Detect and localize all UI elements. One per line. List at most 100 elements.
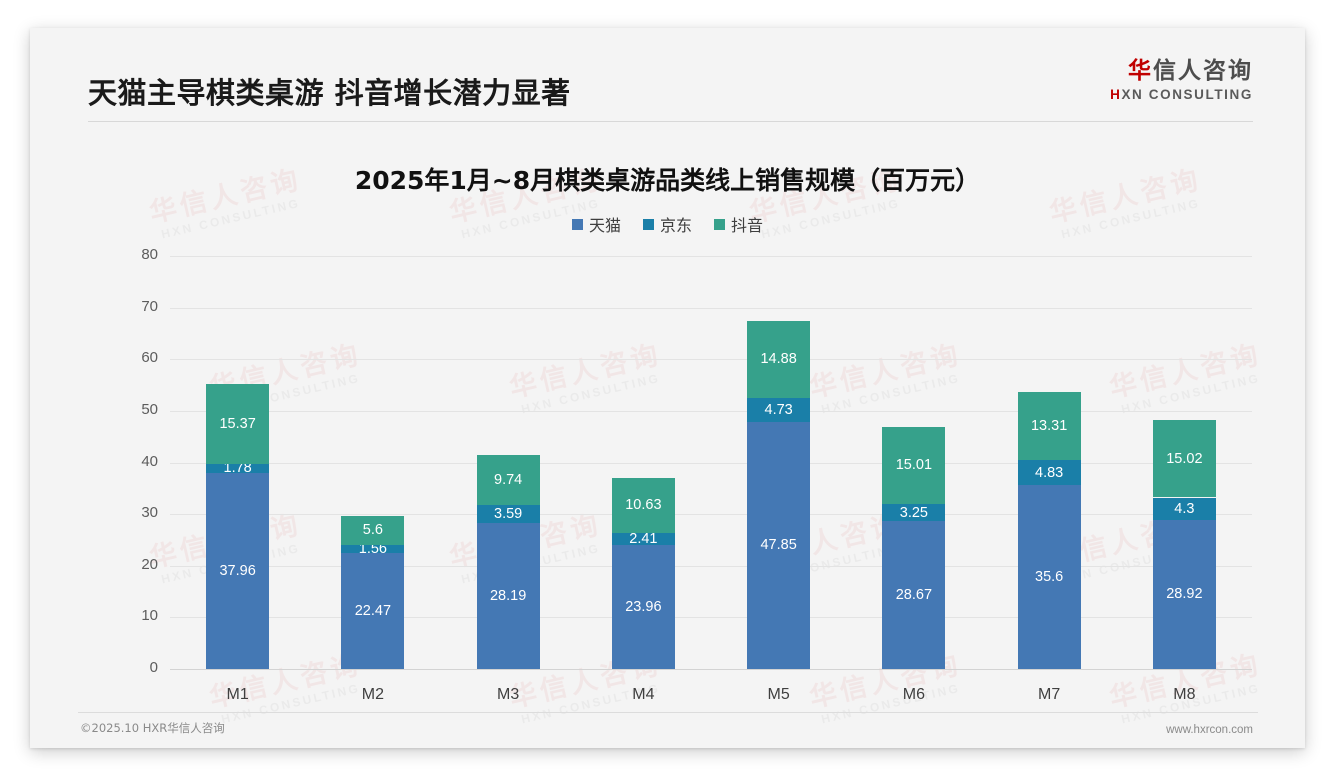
page-title: 天猫主导棋类桌游 抖音增长潜力显著	[88, 76, 571, 110]
bar-value-label: 15.37	[219, 416, 256, 433]
grid-line	[170, 565, 1252, 567]
bar-segment-京东-M5[interactable]: 4.73	[747, 397, 811, 422]
y-axis-tick-label: 30	[141, 504, 158, 522]
bar-segment-天猫-M8[interactable]: 28.92	[1152, 519, 1216, 669]
bar-segment-抖音-M1[interactable]: 15.37	[206, 384, 270, 464]
bar-value-label: 4.73	[764, 401, 793, 418]
bar-segment-抖音-M6[interactable]: 15.01	[882, 426, 946, 505]
bar-value-label: 14.88	[760, 351, 797, 368]
slide-header: 天猫主导棋类桌游 抖音增长潜力显著 华信人咨询 HXN CONSULTING	[30, 28, 1305, 123]
bar-segment-抖音-M4[interactable]: 10.63	[611, 477, 675, 533]
bar-value-label: 28.67	[895, 586, 933, 603]
bar-segment-京东-M6[interactable]: 3.25	[882, 504, 946, 521]
bar-value-label: 28.19	[489, 588, 527, 605]
x-axis-tick-label-M8: M8	[1173, 686, 1196, 703]
bar-segment-京东-M7[interactable]: 4.83	[1017, 460, 1081, 486]
x-axis-tick-label-M6: M6	[902, 686, 925, 703]
grid-line	[170, 359, 1252, 361]
chart-legend: 天猫 京东 抖音	[30, 212, 1305, 236]
bar-segment-天猫-M3[interactable]: 28.19	[476, 523, 540, 669]
bar-value-label: 2.41	[629, 531, 658, 548]
bar-value-label: 1.78	[223, 460, 252, 477]
bar-group-M5[interactable]: 47.85 4.73 14.88	[747, 256, 811, 669]
bar-value-label: 5.6	[362, 522, 383, 539]
y-axis-tick-label: 10	[141, 607, 158, 625]
bar-segment-天猫-M7[interactable]: 35.6	[1017, 485, 1081, 669]
bar-segment-京东-M8[interactable]: 4.3	[1152, 497, 1216, 520]
x-axis-tick-label-M7: M7	[1038, 686, 1061, 703]
bar-value-label: 15.02	[1166, 450, 1203, 467]
bar-segment-京东-M2[interactable]: 1.56	[341, 541, 405, 557]
bar-value-label: 4.83	[1035, 464, 1064, 481]
logo-chinese-text: 华信人咨询	[1110, 58, 1253, 84]
y-axis-tick-label: 80	[141, 246, 158, 263]
bar-segment-抖音-M7[interactable]: 13.31	[1017, 391, 1081, 461]
y-axis-tick-label: 0	[149, 659, 158, 676]
bar-value-label: 4.3	[1174, 500, 1195, 517]
bar-value-label: 15.01	[895, 457, 933, 474]
bar-segment-京东-M4[interactable]: 2.41	[611, 531, 675, 548]
bar-group-M3[interactable]: 28.19 3.59 9.74	[476, 256, 540, 669]
bar-value-label: 28.92	[1166, 586, 1203, 603]
bar-segment-抖音-M8[interactable]: 15.02	[1152, 419, 1216, 498]
y-axis-tick-label: 40	[141, 452, 158, 470]
bar-segment-抖音-M2[interactable]: 5.6	[341, 516, 405, 545]
grid-line	[170, 514, 1252, 516]
x-axis-tick-label-M3: M3	[497, 686, 520, 703]
grid-line	[170, 410, 1252, 412]
bar-value-label: 9.74	[494, 471, 523, 488]
grid-line	[170, 462, 1252, 464]
bar-segment-天猫-M6[interactable]: 28.67	[882, 520, 946, 669]
x-axis-tick-label-M4: M4	[632, 686, 655, 703]
bar-group-M6[interactable]: 28.67 3.25 15.01	[882, 256, 946, 669]
footer-divider	[78, 712, 1258, 713]
x-axis-baseline	[170, 669, 1252, 670]
bar-group-M1[interactable]: 37.96 1.78 15.37	[206, 256, 270, 669]
logo-en-gray: XN CONSULTING	[1121, 87, 1253, 103]
header-divider	[88, 121, 1253, 122]
bar-group-M8[interactable]: 28.92 4.3 15.02	[1152, 256, 1216, 669]
y-axis-tick-label: 50	[141, 400, 158, 418]
bar-value-label: 23.96	[625, 599, 662, 616]
bar-value-label: 3.59	[494, 506, 523, 523]
legend-item-抖音[interactable]: 抖音	[714, 212, 763, 236]
bar-value-label: 37.96	[219, 563, 256, 579]
bar-value-label: 22.47	[354, 602, 392, 619]
logo-cn-gray: 信人咨询	[1153, 58, 1253, 84]
bar-segment-天猫-M1[interactable]: 37.96	[206, 473, 270, 669]
bar-value-label: 47.85	[760, 537, 797, 554]
bar-segment-抖音-M3[interactable]: 9.74	[476, 454, 540, 505]
legend-item-京东[interactable]: 京东	[642, 212, 692, 236]
logo-english-text: HXN CONSULTING	[1110, 87, 1253, 102]
legend-swatch-icon	[714, 218, 725, 230]
grid-line	[170, 307, 1252, 309]
chart-title: 2025年1月~8月棋类桌游品类线上销售规模（百万元）	[354, 166, 981, 195]
bar-segment-抖音-M5[interactable]: 14.88	[747, 320, 811, 398]
grid-line	[170, 256, 1252, 257]
y-axis-tick-label: 20	[141, 555, 158, 573]
legend-swatch-icon	[642, 218, 654, 230]
chart-plot-area: 0 10 20 30 40 50 60 70 80 37.96 1.78 15.37 M1 22.47 1.…	[30, 28, 1305, 748]
bar-segment-京东-M1[interactable]: 1.78	[206, 460, 270, 476]
legend-label: 抖音	[731, 216, 764, 235]
x-axis-tick-label-M2: M2	[361, 686, 384, 703]
bar-value-label: 10.63	[625, 497, 662, 514]
logo-en-red: H	[1110, 87, 1122, 103]
bar-segment-天猫-M4[interactable]: 23.96	[611, 545, 675, 669]
legend-label: 京东	[659, 216, 692, 235]
legend-swatch-icon	[571, 218, 583, 230]
legend-item-天猫[interactable]: 天猫	[571, 212, 621, 236]
bar-group-M4[interactable]: 23.96 2.41 10.63	[611, 256, 675, 669]
bar-segment-天猫-M2[interactable]: 22.47	[341, 552, 405, 669]
bar-value-label: 13.31	[1030, 417, 1068, 434]
bar-group-M2[interactable]: 22.47 1.56 5.6	[341, 256, 405, 669]
slide-card: 华信人咨询 HXN CONSULTING 华信人咨询 HXN CONSULTING 华信…	[30, 28, 1305, 748]
bar-group-M7[interactable]: 35.6 4.83 13.31	[1017, 256, 1081, 669]
footer-copyright: ©2025.10 HXR华信人咨询	[80, 721, 225, 735]
y-axis-tick-label: 60	[141, 349, 158, 367]
bar-segment-京东-M3[interactable]: 3.59	[476, 504, 540, 524]
bar-segment-天猫-M5[interactable]: 47.85	[747, 421, 811, 669]
x-axis-tick-label-M1: M1	[226, 686, 249, 703]
footer-website[interactable]: www.hxrcon.com	[1166, 724, 1253, 736]
grid-line	[170, 617, 1252, 619]
